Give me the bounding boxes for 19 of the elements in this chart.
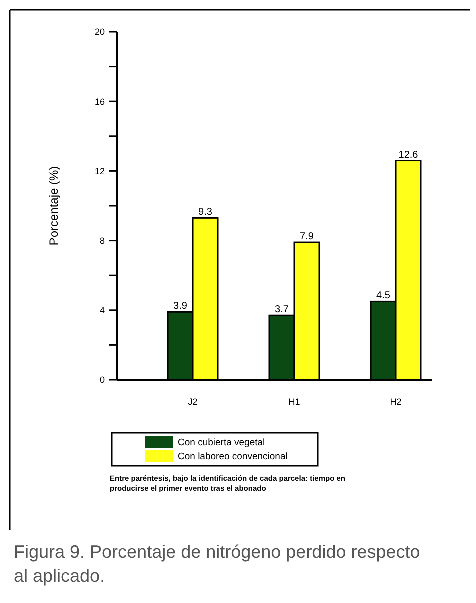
y-axis-title: Porcentaje (%) [47,166,61,246]
legend-label: Con cubierta vegetal [178,437,266,448]
x-tick-label: J2 [188,397,198,407]
data-label: 12.6 [398,150,419,161]
y-tick-label: 4 [100,306,105,316]
data-label: 3.7 [275,304,290,316]
y-tick-label: 8 [100,236,105,246]
data-label: 3.9 [174,301,188,312]
x-tick-label: H1 [288,397,300,407]
data-label: 4.5 [376,290,391,302]
y-tick-label: 16 [94,96,105,107]
y-tick-label: 12 [94,166,105,176]
y-tick-label: 20 [94,27,105,38]
y-tick-label: 0 [100,375,105,386]
data-label: 9.3 [198,207,213,218]
data-label: 7.9 [300,232,314,243]
text: Figura 9. Porcentaje de nitrógeno perdido respecto al aplicado. [14,541,422,588]
legend-label: Con laboreo convencional [178,451,288,462]
x-tick-label: H2 [390,397,402,407]
